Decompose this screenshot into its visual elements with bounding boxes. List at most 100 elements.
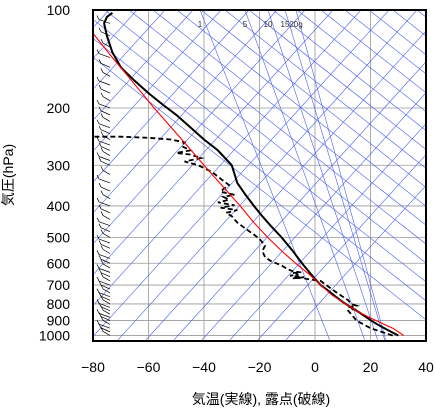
- wind-barb-flag: [98, 157, 102, 162]
- dewpoint-line: [93, 135, 393, 337]
- wind-barb: [100, 306, 111, 312]
- isotherm-line: [93, 10, 334, 276]
- plot-frame: [92, 9, 427, 342]
- mixing-ratio-line: [199, 10, 331, 341]
- wind-barb-flag: [98, 84, 102, 90]
- wind-barb: [100, 62, 111, 68]
- wind-barb-flag: [96, 76, 100, 82]
- wind-barb-flag: [100, 38, 104, 44]
- wind-barb-flag: [98, 240, 102, 245]
- isotherm-line: [93, 10, 306, 245]
- wind-barb-flag: [100, 284, 104, 290]
- wind-barb-flag: [96, 99, 100, 105]
- wind-barb: [98, 221, 111, 227]
- wind-barb-flag: [98, 255, 102, 260]
- wind-barb-flag: [100, 190, 104, 195]
- wind-barb-flag: [100, 113, 104, 118]
- adiabat-line: [296, 10, 426, 113]
- wind-barb-flag: [98, 268, 102, 273]
- wind-barb-flag: [98, 223, 102, 228]
- wind-barb: [98, 303, 111, 308]
- wind-barb-flag: [96, 320, 100, 325]
- mixing-ratio-line: [284, 10, 386, 341]
- wind-barb: [98, 156, 111, 161]
- wind-barb: [102, 276, 111, 282]
- wind-barb: [100, 88, 111, 94]
- wind-barb: [98, 313, 111, 318]
- y-tick-label: 100: [47, 2, 71, 18]
- wind-barb-flag: [96, 197, 100, 203]
- wind-barb-layer: [96, 15, 111, 336]
- wind-barb-flag: [96, 250, 100, 255]
- series-layer: [93, 11, 405, 337]
- wind-barb: [100, 272, 111, 278]
- adiabat-layer: [93, 10, 426, 341]
- x-tick-label: 20: [363, 359, 379, 375]
- wind-barb: [100, 31, 111, 37]
- wind-barb-flag: [100, 229, 104, 234]
- wind-barb: [100, 284, 111, 290]
- y-axis-label: 気圧(hPa): [0, 144, 16, 206]
- adiabat-line: [224, 10, 426, 169]
- x-tick-labels: −80 −60 −40 −20 0 20 40: [81, 359, 434, 375]
- isotherm-line: [228, 123, 426, 341]
- y-tick-label: 1000: [39, 327, 70, 343]
- wind-barb-flag: [96, 217, 100, 222]
- wind-barb: [100, 186, 111, 192]
- wind-barb-flag: [98, 125, 102, 130]
- isotherm-line: [93, 10, 166, 90]
- x-tick-label: −20: [248, 359, 272, 375]
- y-tick-label: 200: [47, 100, 71, 116]
- wind-barb-flag: [96, 288, 100, 293]
- isotherm-line: [93, 10, 278, 214]
- isotherm-line: [93, 10, 390, 338]
- wind-barb-flag: [100, 147, 104, 152]
- wind-barb: [102, 263, 111, 269]
- wind-barb-flag: [98, 182, 102, 188]
- mixing-ratio-label: 15: [281, 20, 290, 29]
- adiabat-line: [248, 10, 426, 150]
- wind-barb: [98, 201, 111, 207]
- wind-barb: [102, 170, 111, 175]
- wind-barb: [100, 110, 111, 116]
- wind-barb-flag: [98, 27, 102, 32]
- wind-barb-flag: [100, 259, 104, 265]
- wind-barb: [98, 123, 111, 129]
- wind-barb: [102, 233, 111, 238]
- wind-barb: [98, 323, 111, 329]
- wind-barb: [100, 296, 111, 301]
- wind-barb-flag: [96, 309, 100, 314]
- adiabat-line: [104, 10, 426, 264]
- mixing-ratio-labels: 1 5 10 15 20g: [198, 20, 303, 29]
- wind-barb: [98, 178, 111, 184]
- wind-barb-flag: [98, 59, 102, 64]
- wind-barb: [102, 96, 111, 102]
- y-tick-label: 600: [47, 255, 71, 271]
- wind-barb: [98, 238, 111, 244]
- adiabat-line: [93, 37, 426, 302]
- wind-barb-flag: [96, 152, 100, 157]
- wind-barb: [98, 292, 111, 297]
- wind-barb: [98, 254, 111, 259]
- wind-barb: [98, 268, 111, 273]
- y-tick-label: 900: [47, 313, 71, 329]
- wind-barb: [98, 53, 111, 58]
- wind-barb-flag: [100, 131, 104, 136]
- wind-barb-flag: [98, 280, 102, 286]
- x-axis-label: 気温(実線), 露点(破線): [192, 391, 330, 407]
- wind-barb-flag: [96, 234, 100, 240]
- wind-barb-flag: [96, 119, 100, 124]
- isotherm-line: [93, 10, 222, 152]
- wind-barb: [102, 72, 111, 77]
- x-tick-label: −80: [81, 359, 105, 375]
- mixing-ratio-label: 10: [264, 20, 273, 29]
- mixing-ratio-label: 20g: [289, 20, 302, 29]
- wind-barb: [102, 151, 111, 156]
- isotherm-line: [284, 184, 426, 341]
- reference-curve: [93, 33, 405, 336]
- wind-barb-flag: [98, 142, 102, 147]
- wind-barb-flag: [96, 49, 100, 54]
- wind-barb-flag: [96, 276, 100, 282]
- wind-barb: [98, 280, 111, 286]
